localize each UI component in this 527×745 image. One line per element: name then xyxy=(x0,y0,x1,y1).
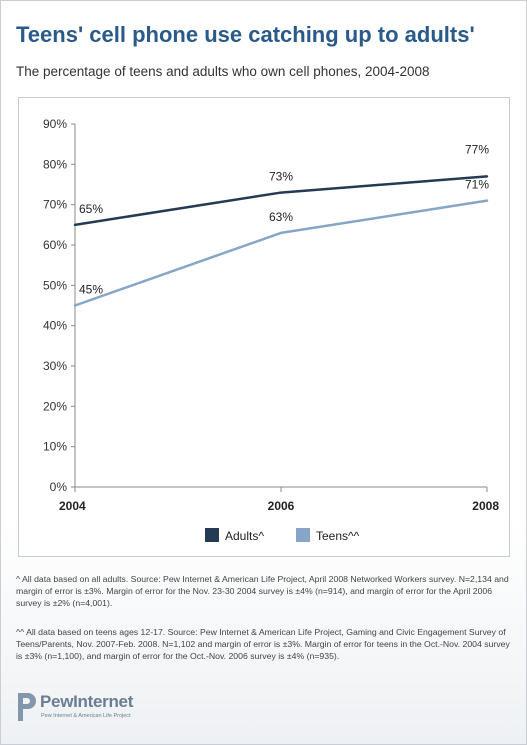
teens-data-label: 45% xyxy=(79,283,103,297)
x-tick-label: 2006 xyxy=(268,499,295,513)
y-tick-label: 60% xyxy=(43,238,67,252)
teens-data-point xyxy=(485,199,489,202)
y-tick-label: 90% xyxy=(43,117,67,131)
series-lines xyxy=(73,175,489,307)
y-tick-label: 80% xyxy=(43,157,67,171)
chart-title: Teens' cell phone use catching up to adu… xyxy=(16,22,475,47)
plot-panel xyxy=(18,97,510,557)
y-tick-label: 0% xyxy=(50,480,68,494)
y-tick-label: 20% xyxy=(43,399,67,413)
adults-data-label: 65% xyxy=(79,202,103,216)
y-tick-label: 40% xyxy=(43,319,67,333)
adults-legend-label: Adults^ xyxy=(225,529,264,543)
teens-data-label: 71% xyxy=(465,178,489,192)
y-tick-label: 30% xyxy=(43,359,67,373)
adults-legend-swatch xyxy=(205,528,219,542)
teens-data-label: 63% xyxy=(269,210,293,224)
x-tick-label: 2008 xyxy=(472,499,499,513)
teens-legend-label: Teens^^ xyxy=(316,529,360,543)
teens-data-point xyxy=(73,304,77,307)
pew-internet-logo: PewInternet Pew Internet & American Life… xyxy=(14,690,133,729)
adults-data-label: 73% xyxy=(269,170,293,184)
footnote-adults: ^ All data based on all adults. Source: … xyxy=(16,574,509,608)
footnote-teens: ^^ All data based on teens ages 12-17. S… xyxy=(16,627,510,661)
pew-logo-icon xyxy=(18,693,36,721)
logo-subtitle: Pew Internet & American Life Project xyxy=(41,713,131,719)
line-chart: 0% 10% 20% 30% 40% 50% 60% 70% 80% 90% 2004 2006 200… xyxy=(43,117,499,543)
adults-data-point xyxy=(485,175,489,178)
legend: Adults^ Teens^^ xyxy=(205,528,360,543)
data-labels: 65% 73% 77% 45% 63% 71% xyxy=(79,142,489,296)
adults-data-point xyxy=(279,191,283,194)
y-tick-label: 10% xyxy=(43,440,67,454)
chart-subtitle: The percentage of teens and adults who o… xyxy=(16,64,430,79)
y-tick-label: 50% xyxy=(43,278,67,292)
y-tick-label: 70% xyxy=(43,198,67,212)
teens-legend-swatch xyxy=(296,528,310,542)
adults-data-point xyxy=(73,223,77,227)
teens-data-point xyxy=(279,231,283,235)
x-tick-label: 2004 xyxy=(59,499,86,513)
logo-name: PewInternet xyxy=(40,692,134,711)
adults-data-label: 77% xyxy=(465,142,489,156)
